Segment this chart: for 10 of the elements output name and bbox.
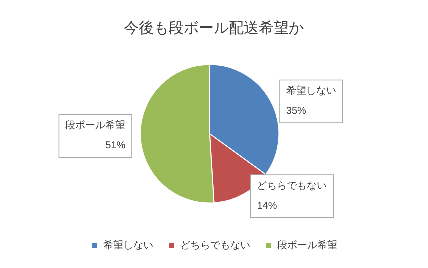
data-label: 14% (257, 200, 278, 212)
slice-label: 段ボール希望 (66, 120, 126, 132)
slice-label: 希望しない (286, 85, 336, 98)
legend-label: どちらでもない (180, 240, 250, 252)
legend-label: 段ボール希望 (278, 240, 338, 252)
data-label: 51% (106, 140, 126, 152)
slice-label: どちらでもない (257, 180, 328, 192)
legend-label: 希望しない (104, 240, 154, 252)
chart-title: 今後も段ボール配送希望か (124, 20, 304, 37)
data-label: 35% (286, 106, 307, 118)
